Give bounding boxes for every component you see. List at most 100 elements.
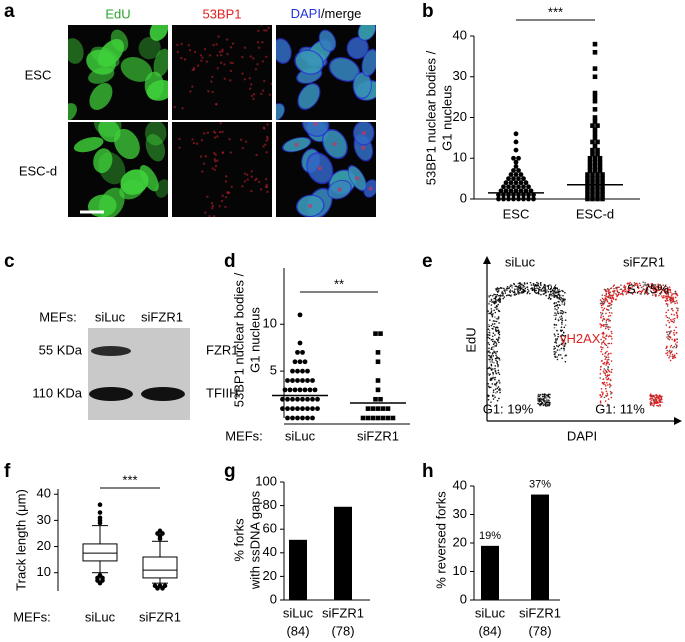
flow-event: [609, 287, 612, 290]
flow-event: [608, 363, 611, 366]
flow-event: [513, 290, 516, 292]
flow-event: [544, 402, 547, 404]
flow-event: [606, 394, 609, 397]
flow-event: [601, 393, 604, 396]
flow-event: [675, 307, 678, 309]
flow-event: [554, 312, 556, 314]
flow-event: [599, 302, 602, 305]
flow-event: [493, 293, 495, 296]
bar: [481, 545, 499, 600]
point: [513, 159, 519, 165]
flow-event: [487, 382, 490, 385]
flow-event: [642, 288, 645, 290]
point: [516, 192, 521, 198]
value-label: 19%: [479, 530, 501, 542]
flow-event: [489, 356, 492, 359]
focus: [215, 43, 218, 46]
flow-event: [495, 317, 498, 320]
point: [590, 196, 595, 202]
flow-event: [491, 353, 494, 355]
flow-event: [553, 333, 556, 335]
flow-event: [674, 296, 677, 299]
arrowhead: [674, 417, 682, 425]
point: [526, 192, 531, 198]
focus: [214, 153, 217, 157]
flow-event: [671, 350, 673, 352]
nucleus: [276, 39, 291, 63]
flow-event: [674, 356, 677, 359]
flow-event: [600, 324, 603, 327]
point: [590, 176, 595, 181]
point: [590, 184, 595, 190]
flow-event: [623, 289, 626, 291]
flow-event: [492, 373, 494, 376]
flow-event: [607, 369, 610, 372]
point: [315, 396, 320, 402]
point: [280, 406, 285, 412]
flow-event: [540, 397, 543, 400]
flow-event: [645, 286, 648, 288]
point: [305, 378, 310, 383]
flow-event: [556, 356, 558, 358]
point: [597, 155, 603, 161]
focus: [216, 135, 219, 138]
point: [585, 180, 590, 185]
flow-event: [600, 365, 602, 368]
flow-event: [652, 288, 654, 290]
flow-event: [490, 386, 492, 389]
flow-event: [665, 297, 668, 300]
flow-event: [565, 354, 567, 356]
focus: [332, 141, 337, 146]
flow-event: [520, 283, 522, 286]
flow-event: [604, 343, 607, 346]
flow-event: [638, 290, 641, 293]
flow-event: [658, 294, 660, 297]
flow-event: [560, 309, 562, 312]
flow-event: [675, 352, 678, 355]
flow-event: [564, 335, 566, 338]
flow-event: [554, 317, 557, 319]
flow-event: [495, 301, 497, 303]
flow-event: [611, 332, 613, 335]
flow-event: [490, 377, 492, 379]
flow-event: [504, 292, 507, 294]
flow-event: [671, 357, 674, 360]
point: [310, 378, 315, 383]
point: [365, 406, 371, 411]
point: [305, 368, 310, 374]
nucleus: [276, 38, 292, 64]
flow-event: [669, 300, 672, 302]
point: [592, 168, 598, 173]
flow-event: [508, 287, 511, 289]
condition-label: siFZR1: [623, 254, 665, 269]
point: [513, 180, 519, 186]
flow-event: [660, 286, 663, 289]
flow-event: [539, 394, 542, 396]
flow-event: [649, 402, 652, 405]
flow-event: [655, 289, 658, 292]
flow-event: [553, 345, 555, 348]
point: [585, 176, 590, 181]
focus: [230, 185, 233, 188]
y-tick-label: 0: [270, 591, 277, 606]
point: [385, 406, 391, 411]
y-axis-label: G1 nucleus: [247, 307, 262, 373]
flow-event: [672, 297, 675, 300]
flow-event: [607, 361, 609, 364]
flow-event: [494, 306, 496, 309]
flow-event: [530, 287, 532, 290]
flow-event: [510, 294, 513, 296]
focus: [266, 190, 269, 194]
flow-event: [652, 394, 654, 397]
flow-event: [554, 324, 556, 326]
focus: [244, 140, 248, 143]
flow-event: [651, 294, 654, 296]
flow-event: [609, 302, 611, 305]
point: [285, 396, 290, 402]
point: [592, 115, 598, 120]
flow-event: [560, 347, 563, 350]
flow-event: [497, 365, 499, 367]
blot-band: [141, 387, 185, 401]
point: [521, 184, 526, 190]
focus: [203, 48, 207, 51]
